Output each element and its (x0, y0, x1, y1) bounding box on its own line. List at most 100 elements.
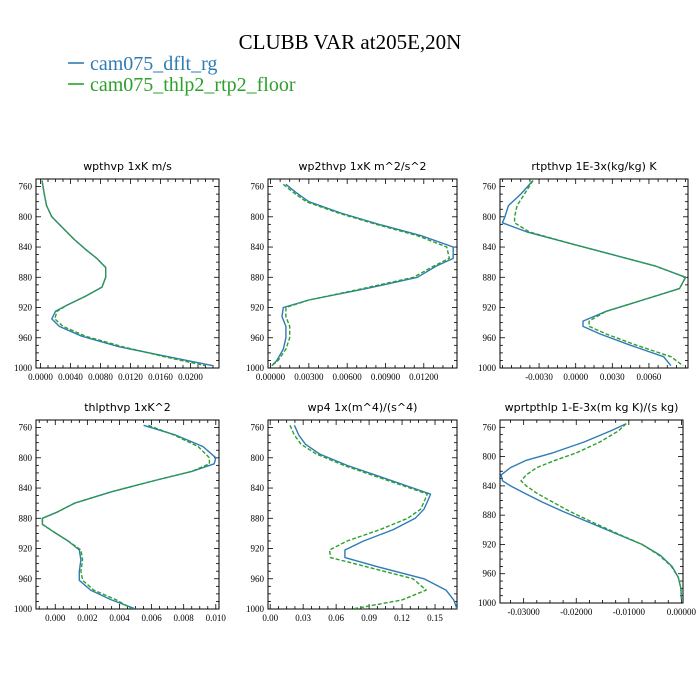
series-line-floor (41, 180, 206, 367)
y-tick-label: 760 (19, 182, 33, 192)
y-tick-label: 920 (19, 544, 33, 554)
y-tick-label: 840 (19, 483, 33, 493)
y-tick-label: 800 (483, 212, 497, 222)
x-tick-label: 0.00000 (256, 372, 286, 382)
panel-rtpthvp: rtpthvp 1E-3x(kg/kg) K 760 800 840 880 920 960… (478, 160, 689, 382)
legend: cam075_dflt_rg cam075_thlp2_rtp2_floor (68, 53, 296, 96)
y-tick-label: 920 (483, 303, 497, 313)
panels: wpthvp 1xK m/s76080084088092096010000.00… (14, 160, 697, 623)
y-tick-label: 920 (251, 544, 265, 554)
legend-label-floor: cam075_thlp2_rtp2_floor (90, 74, 296, 96)
x-tick-label: 0.03 (295, 613, 311, 623)
x-tick-label: 0.010 (206, 613, 227, 623)
y-tick-label: 920 (251, 303, 265, 313)
panel-thlpthvp: thlpthvp 1xK^2 760 800 840 880 920 960 1000 0.00… (14, 401, 226, 623)
y-tick-label: 1000 (478, 363, 497, 373)
panel-title: wp4 1x(m^4)/(s^4) (308, 401, 418, 414)
y-tick-label: 760 (19, 423, 33, 433)
y-tick-label: 920 (483, 539, 497, 549)
y-tick-label: 960 (483, 333, 497, 343)
y-tick-label: 960 (251, 333, 265, 343)
x-tick-label: 0.0000 (563, 372, 588, 382)
x-tick-label: 0.01200 (409, 372, 439, 382)
series-line-floor (271, 183, 450, 367)
y-tick-label: 760 (483, 182, 497, 192)
y-tick-label: 880 (251, 513, 265, 523)
y-tick-label: 800 (251, 212, 265, 222)
y-tick-label: 800 (483, 452, 497, 462)
y-tick-label: 880 (19, 513, 33, 523)
x-tick-label: 0.0040 (58, 372, 83, 382)
x-tick-label: -0.02000 (560, 607, 593, 617)
x-tick-label: 0.0080 (88, 372, 113, 382)
panel-title: thlpthvp 1xK^2 (84, 401, 171, 414)
y-tick-label: 1000 (14, 363, 33, 373)
y-tick-label: 920 (19, 303, 33, 313)
x-tick-label: 0.00600 (333, 372, 363, 382)
panel-wpthvp: wpthvp 1xK m/s76080084088092096010000.00… (14, 160, 220, 382)
x-tick-label: 0.00300 (294, 372, 324, 382)
series-line-floor (520, 423, 683, 600)
y-tick-label: 880 (251, 272, 265, 282)
legend-label-dflt: cam075_dflt_rg (90, 53, 217, 75)
series-line-dflt (271, 183, 454, 367)
x-tick-label: 0.0060 (637, 372, 662, 382)
x-tick-label: -0.03000 (508, 607, 541, 617)
x-tick-label: 0.09 (361, 613, 377, 623)
y-tick-label: 960 (483, 569, 497, 579)
y-tick-label: 760 (251, 423, 265, 433)
x-tick-label: 0.15 (427, 613, 443, 623)
panel-title: rtpthvp 1E-3x(kg/kg) K (531, 160, 657, 173)
x-tick-label: 0.06 (328, 613, 344, 623)
y-tick-label: 840 (483, 242, 497, 252)
y-tick-label: 960 (19, 333, 33, 343)
y-tick-label: 880 (483, 510, 497, 520)
plot-frame (35, 178, 220, 369)
x-tick-label: 0.0160 (148, 372, 173, 382)
plot-frame (499, 419, 684, 604)
x-tick-label: 0.0000 (28, 372, 53, 382)
y-tick-label: 800 (251, 453, 265, 463)
series-line-dflt (501, 180, 687, 367)
panel-title: wp2thvp 1xK m^2/s^2 (298, 160, 426, 173)
figure-title: CLUBB VAR at205E,20N (239, 30, 462, 54)
series-line-floor (513, 180, 687, 367)
x-tick-label: 0.000 (45, 613, 66, 623)
y-tick-label: 880 (19, 272, 33, 282)
plot-frame (267, 419, 458, 610)
x-tick-label: 0.0120 (118, 372, 143, 382)
y-tick-label: 760 (483, 422, 497, 432)
y-tick-label: 840 (19, 242, 33, 252)
panel-title: wprtpthlp 1-E-3x(m kg K)/(s kg) (505, 401, 679, 414)
y-tick-label: 960 (19, 574, 33, 584)
x-tick-label: 0.008 (174, 613, 195, 623)
y-tick-label: 840 (251, 483, 265, 493)
x-tick-label: 0.00 (262, 613, 278, 623)
panel-title: wpthvp 1xK m/s (83, 160, 172, 173)
y-tick-label: 1000 (478, 598, 497, 608)
x-tick-label: 0.0030 (600, 372, 625, 382)
series-line-floor (289, 425, 428, 609)
y-tick-label: 1000 (14, 604, 33, 614)
y-tick-label: 1000 (246, 604, 265, 614)
x-tick-label: 0.00000 (667, 607, 697, 617)
y-tick-label: 840 (251, 242, 265, 252)
y-tick-label: 800 (19, 453, 33, 463)
x-tick-label: -0.0030 (525, 372, 553, 382)
x-tick-label: 0.002 (77, 613, 97, 623)
x-tick-label: 0.0200 (178, 372, 203, 382)
x-tick-label: 0.006 (141, 613, 162, 623)
x-tick-label: 0.00900 (371, 372, 401, 382)
x-tick-label: 0.12 (394, 613, 410, 623)
y-tick-label: 840 (483, 481, 497, 491)
y-tick-label: 960 (251, 574, 265, 584)
y-tick-label: 800 (19, 212, 33, 222)
x-tick-label: 0.004 (109, 613, 130, 623)
panel-wp4: wp4 1x(m^4)/(s^4)76080084088092096010000… (246, 401, 458, 623)
y-tick-label: 1000 (246, 363, 265, 373)
series-line-dflt (500, 423, 683, 600)
series-line-dflt (293, 425, 457, 609)
x-tick-label: -0.01000 (613, 607, 646, 617)
